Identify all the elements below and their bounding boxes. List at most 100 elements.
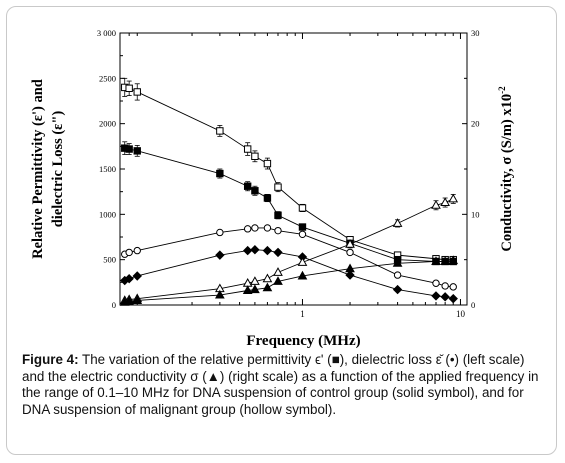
y-tick-label: 0	[112, 300, 116, 310]
data-point	[449, 283, 457, 291]
data-point	[345, 263, 355, 273]
data-point	[392, 258, 403, 267]
series-line	[124, 227, 454, 288]
data-point	[393, 271, 402, 279]
y-tick-label: 2500	[99, 73, 116, 83]
data-point	[125, 145, 133, 153]
data-point	[263, 159, 272, 168]
data-point	[251, 187, 259, 195]
data-point	[216, 169, 224, 178]
data-point	[345, 239, 355, 248]
data-point	[298, 223, 307, 231]
data-point	[345, 270, 355, 280]
chart: 0 500 1000 1500 2000 2500 3 000 0 10 20 30 1 10 Freq…	[30, 28, 515, 349]
data-point	[263, 194, 272, 202]
data-point	[392, 284, 403, 295]
data-point	[346, 248, 354, 257]
y2-axis-label: Conductivity, σ (S/m) x10-2	[497, 86, 515, 252]
data-point	[251, 224, 259, 232]
data-point	[440, 197, 450, 207]
plot-marks	[119, 77, 459, 306]
data-point	[273, 267, 283, 276]
plot-axes: 0 500 1000 1500 2000 2500 3 000 0 10 20 30 1 10	[97, 28, 480, 319]
data-point	[273, 247, 283, 258]
data-point	[216, 228, 224, 237]
series-circle-open	[121, 224, 457, 291]
axis-labels: Frequency (MHz) Relative Permittivity (ε'…	[30, 79, 515, 349]
data-point	[431, 291, 441, 301]
data-point	[274, 211, 282, 219]
data-point	[133, 147, 141, 155]
x-tick-label: 1	[300, 309, 305, 319]
series-line	[124, 260, 454, 303]
caption-figure-label: Figure 4:	[22, 352, 79, 367]
data-point	[242, 285, 253, 294]
data-point	[440, 292, 450, 302]
y-tick-label: 500	[103, 255, 116, 265]
data-point	[448, 255, 459, 265]
data-point	[125, 248, 133, 257]
series-square-filled	[121, 141, 457, 266]
series-triangle-open	[119, 193, 459, 304]
data-point	[297, 270, 308, 280]
figure-caption: Figure 4: The variation of the relative …	[22, 352, 546, 418]
data-point	[448, 193, 459, 203]
series-triangle-filled	[119, 255, 459, 306]
data-point	[274, 183, 282, 191]
data-point	[273, 276, 283, 285]
data-point	[215, 250, 225, 260]
data-point	[133, 246, 141, 255]
data-point	[431, 200, 441, 209]
data-point	[243, 182, 252, 190]
data-point	[133, 88, 141, 96]
data-point	[262, 245, 273, 256]
series-line	[124, 147, 454, 262]
data-point	[216, 127, 224, 135]
y2-axis-label-exponent: -2	[497, 86, 507, 94]
series-line	[124, 249, 454, 300]
data-point	[431, 256, 441, 265]
data-point	[432, 279, 440, 287]
data-point	[124, 296, 135, 305]
y-tick-label: 2000	[99, 119, 116, 129]
y-tick-label: 3 000	[97, 28, 116, 38]
data-point	[441, 282, 449, 290]
y2-tick-label: 30	[471, 28, 480, 38]
data-point	[242, 245, 253, 256]
data-point	[251, 152, 259, 161]
data-point	[392, 218, 403, 227]
y-tick-label: 1500	[99, 164, 116, 174]
y2-tick-label: 0	[471, 300, 475, 310]
data-point	[250, 244, 260, 255]
data-point	[250, 284, 260, 294]
series-diamond-filled	[120, 244, 458, 304]
x-tick-label: 10	[456, 309, 466, 319]
data-point	[263, 224, 272, 232]
data-point	[274, 226, 282, 235]
y-axis-label-line-2: dielectric Loss (ε")	[50, 111, 66, 228]
data-point	[298, 204, 307, 212]
data-point	[243, 225, 252, 233]
data-point	[243, 145, 252, 153]
data-point	[132, 295, 143, 304]
data-point	[124, 273, 134, 284]
plot-frame	[119, 32, 468, 306]
data-point	[298, 230, 307, 238]
series-line	[124, 198, 454, 301]
data-point	[440, 256, 450, 265]
caption-text: The variation of the relative permittivi…	[22, 352, 539, 417]
data-point	[132, 271, 142, 281]
y2-tick-label: 20	[471, 119, 480, 129]
series-line	[124, 86, 454, 261]
data-point	[297, 257, 308, 266]
y2-tick-label: 10	[471, 209, 480, 219]
data-point	[448, 293, 458, 304]
data-point	[215, 289, 225, 299]
x-axis-label: Frequency (MHz)	[246, 333, 360, 349]
series-square-open	[121, 77, 457, 264]
y-axis-label-line-1: Relative Permittivity (ε') and	[30, 79, 46, 259]
data-point	[262, 273, 273, 283]
y-tick-label: 1000	[99, 209, 116, 219]
data-point	[125, 84, 133, 93]
data-point	[262, 282, 273, 292]
